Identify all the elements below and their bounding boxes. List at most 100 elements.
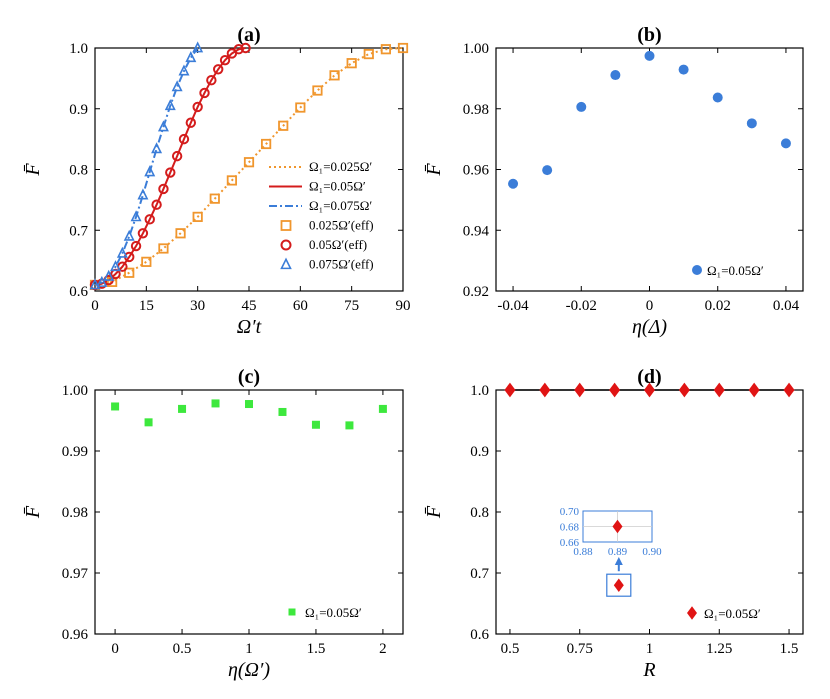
inset-y-tick-label: 0.70 xyxy=(560,506,580,518)
y-tick-label: 1.0 xyxy=(470,383,489,399)
x-tick-label: 0.02 xyxy=(705,298,731,314)
x-tick-label: 1 xyxy=(245,641,253,657)
x-tick-label: 0.5 xyxy=(501,641,520,657)
panel-b: -0.04 -0.02 0 0.02 0.04 0.92 0.94 0.96 0.98 1.00 (… xyxy=(423,24,804,338)
data-point xyxy=(158,243,169,254)
data-point xyxy=(576,101,587,112)
data-point xyxy=(345,421,354,430)
data-point xyxy=(123,229,135,241)
data-point xyxy=(278,120,289,131)
data-point xyxy=(610,70,621,81)
data-point xyxy=(261,138,272,150)
data-point xyxy=(151,142,163,154)
x-tick-label: 0.75 xyxy=(567,641,593,657)
legend-marker xyxy=(280,239,292,251)
y-axis-label: F̄ xyxy=(22,163,44,177)
data-point xyxy=(164,99,176,111)
data-point xyxy=(130,240,142,252)
inset-x-tick-label: 0.89 xyxy=(608,546,628,558)
x-tick-label: 1 xyxy=(646,641,654,657)
y-tick-label: 0.94 xyxy=(463,223,490,239)
inset-y-tick-label: 0.66 xyxy=(560,537,580,549)
x-tick-label: 75 xyxy=(344,298,359,314)
inset: 0.88 0.89 0.90 0.70 0.68 0.66 xyxy=(560,506,662,558)
data-point xyxy=(178,404,187,413)
data-point xyxy=(609,382,621,398)
inset-x-tick-label: 0.88 xyxy=(573,546,593,558)
legend-label: Ω₁=0.05Ω′ xyxy=(704,606,761,621)
data-point xyxy=(178,64,190,76)
data-point xyxy=(211,399,220,408)
panel-c: 0 0.5 1 1.5 2 0.96 0.97 0.98 0.99 1.00 (c) η(Ω′) F̄ Ω… xyxy=(22,366,404,681)
data-point xyxy=(213,64,224,75)
plot-frame xyxy=(495,47,804,292)
data-point xyxy=(363,48,374,60)
data-point xyxy=(157,120,169,132)
data-point xyxy=(713,382,725,398)
data-point xyxy=(192,101,203,113)
data-point xyxy=(185,117,197,128)
y-tick-label: 0.8 xyxy=(69,163,88,179)
panel-title: (d) xyxy=(637,366,661,388)
y-tick-label: 0.7 xyxy=(470,566,489,582)
x-axis-label: Ω′t xyxy=(237,316,262,338)
data-point xyxy=(192,41,204,53)
y-tick-label: 0.6 xyxy=(69,284,88,300)
data-point xyxy=(245,400,253,409)
data-point xyxy=(89,278,101,290)
data-point xyxy=(206,74,217,86)
data-point xyxy=(378,404,387,413)
x-tick-label: 45 xyxy=(242,298,257,314)
x-tick-label: -0.04 xyxy=(497,298,529,314)
x-axis-label: η(Δ) xyxy=(632,316,667,338)
x-axis-label: η(Ω′) xyxy=(228,659,270,681)
y-axis-label: F̄ xyxy=(423,505,445,519)
data-point xyxy=(748,382,760,398)
x-tick-label: 1.5 xyxy=(780,641,799,657)
data-point xyxy=(219,54,231,66)
data-point xyxy=(144,418,153,427)
y-tick-label: 0.92 xyxy=(463,284,489,300)
data-point xyxy=(111,402,120,411)
y-tick-label: 0.96 xyxy=(62,627,89,643)
legend-label: 0.05Ω′(eff) xyxy=(309,237,367,252)
y-tick-label: 1.0 xyxy=(69,41,88,57)
x-tick-label: 60 xyxy=(293,298,308,314)
data-point xyxy=(141,256,152,267)
data-point xyxy=(746,118,757,129)
y-tick-label: 0.98 xyxy=(62,505,88,521)
data-point xyxy=(199,87,210,99)
inset-x-tick-label: 0.90 xyxy=(642,546,662,558)
data-point xyxy=(130,210,142,222)
x-tick-label: 90 xyxy=(396,298,411,314)
x-tick-label: 0 xyxy=(646,298,654,314)
data-point xyxy=(295,102,306,113)
data-point xyxy=(678,64,689,75)
data-point xyxy=(397,42,409,54)
data-point xyxy=(175,228,186,239)
data-point xyxy=(644,50,655,61)
data-point xyxy=(124,267,135,278)
data-point xyxy=(158,183,169,195)
y-tick-label: 0.97 xyxy=(62,566,89,582)
legend-label: Ω₁=0.05Ω′ xyxy=(309,179,366,194)
panel-title: (a) xyxy=(237,24,260,46)
legend-marker xyxy=(692,265,702,275)
series-line xyxy=(94,47,404,286)
data-point xyxy=(504,382,516,398)
x-tick-label: 15 xyxy=(139,298,154,314)
series-line xyxy=(94,47,246,286)
x-tick-label: 30 xyxy=(190,298,205,314)
data-point xyxy=(329,70,340,81)
y-tick-label: 0.6 xyxy=(470,627,489,643)
x-tick-label: 0.5 xyxy=(173,641,192,657)
data-point xyxy=(240,42,251,54)
data-point xyxy=(712,92,723,103)
panel-title: (b) xyxy=(637,24,661,46)
data-point xyxy=(165,167,176,178)
data-point xyxy=(171,80,183,92)
data-point xyxy=(151,199,162,210)
data-point xyxy=(678,382,690,398)
data-point xyxy=(278,407,287,416)
